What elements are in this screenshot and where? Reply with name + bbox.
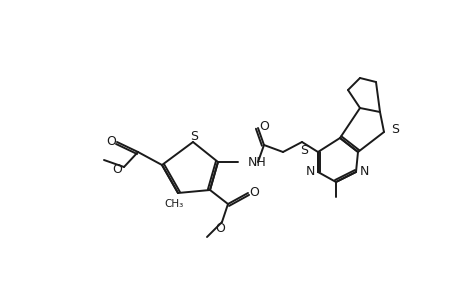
- Text: NH: NH: [247, 155, 266, 169]
- Text: N: N: [305, 164, 314, 178]
- Text: O: O: [106, 134, 116, 148]
- Text: O: O: [112, 163, 122, 176]
- Text: S: S: [390, 122, 398, 136]
- Text: O: O: [258, 119, 269, 133]
- Text: N: N: [358, 164, 368, 178]
- Text: O: O: [215, 223, 224, 236]
- Text: O: O: [248, 185, 258, 199]
- Text: S: S: [190, 130, 197, 142]
- Text: CH₃: CH₃: [164, 199, 183, 209]
- Text: S: S: [299, 143, 308, 157]
